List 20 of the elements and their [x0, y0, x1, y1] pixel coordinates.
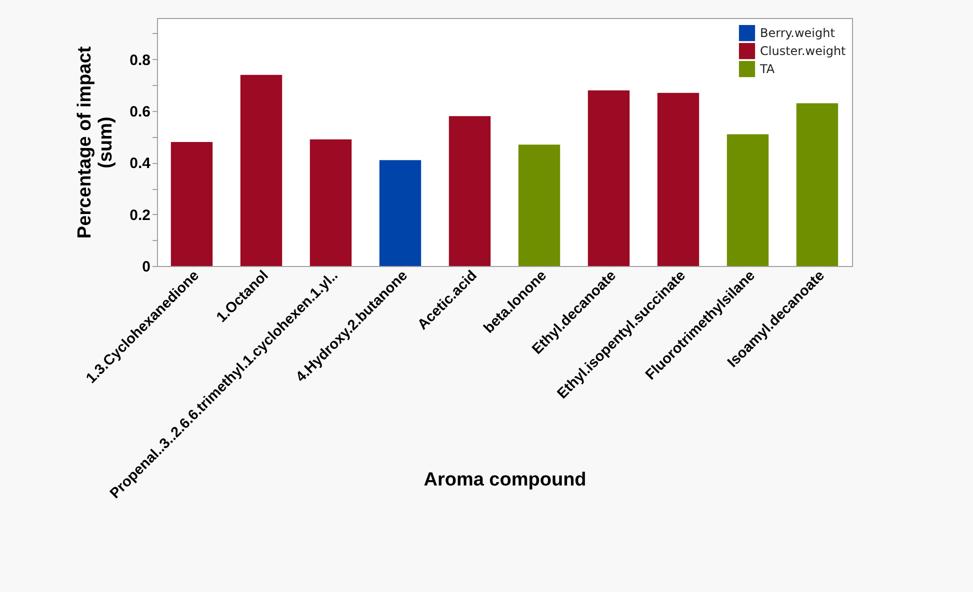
- bar: [170, 142, 213, 266]
- bar: [726, 134, 769, 266]
- bar: [588, 90, 630, 266]
- legend-label: Berry.weight: [760, 26, 836, 40]
- y-tick-label: 0.4: [130, 155, 152, 172]
- x-axis-title: Aroma compound: [424, 470, 586, 490]
- legend-label: Cluster.weight: [760, 44, 846, 58]
- y-tick-label: 0.2: [130, 206, 150, 224]
- bar: [796, 103, 838, 266]
- bar: [240, 74, 282, 266]
- bar: [448, 116, 491, 266]
- bar: [518, 144, 560, 266]
- y-tick-label: 0.8: [130, 52, 150, 69]
- y-axis-title: Percentage of impact (sum): [74, 46, 117, 239]
- bar: [310, 139, 352, 266]
- bar: [379, 160, 422, 266]
- legend-label: TA: [759, 62, 776, 76]
- y-tick-label: 0: [142, 258, 150, 276]
- y-tick-label: 0.6: [130, 104, 150, 120]
- bar: [657, 92, 700, 266]
